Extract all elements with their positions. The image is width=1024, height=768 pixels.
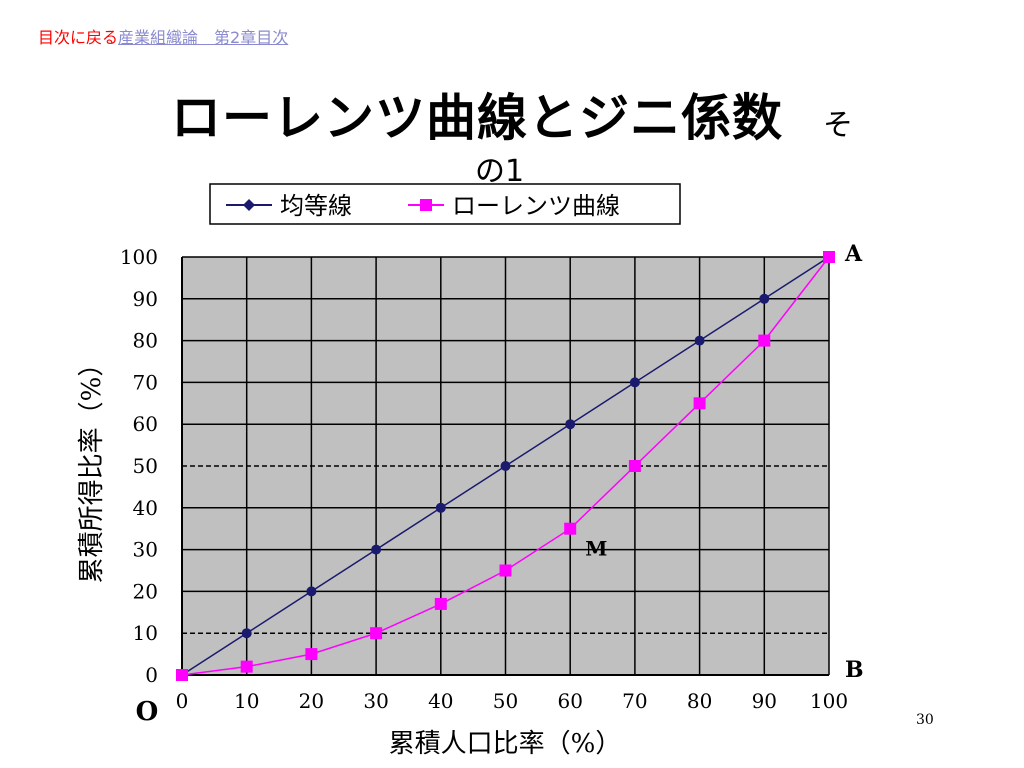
x-tick-label: 60	[557, 689, 582, 713]
x-tick-label: 10	[234, 689, 259, 713]
annotations: A B M O	[136, 241, 864, 727]
tick-labels: 0 10 20 30 40 50 60 70 80 90 100 0 10 20 30 40 50 60 70 80 9…	[120, 245, 848, 713]
lorenz-point	[240, 660, 253, 673]
x-tick-label: 90	[752, 689, 777, 713]
legend: 均等線 ローレンツ曲線	[209, 183, 681, 225]
page-title-tail: そ	[823, 108, 853, 143]
lorenz-point	[628, 460, 641, 472]
x-tick-label: 50	[493, 689, 518, 713]
y-tick-label: 30	[133, 538, 158, 562]
equality-point	[629, 377, 640, 388]
page-title: ローレンツ曲線とジニ係数 そ	[0, 78, 1024, 150]
annotation-b: B	[845, 657, 864, 683]
y-axis-label: 累積所得比率（%）	[77, 351, 107, 584]
lorenz-point	[823, 251, 835, 263]
y-tick-label: 60	[133, 412, 158, 436]
equality-point	[500, 461, 511, 471]
legend-lorenz-label: ローレンツ曲線	[452, 192, 620, 220]
equality-point	[435, 502, 446, 513]
equality-point	[759, 293, 770, 304]
legend-lorenz-marker	[420, 199, 432, 211]
x-tick-label: 30	[363, 689, 388, 713]
y-tick-label: 10	[133, 621, 158, 645]
lorenz-point	[693, 397, 706, 410]
equality-point	[565, 419, 576, 430]
y-tick-label: 40	[133, 496, 158, 520]
lorenz-point	[758, 334, 771, 347]
y-tick-label: 100	[120, 245, 158, 269]
equality-point	[306, 586, 317, 597]
equality-point	[371, 544, 382, 555]
x-tick-label: 80	[687, 689, 712, 713]
legend-equality-label: 均等線	[280, 192, 352, 220]
equality-point	[694, 335, 705, 346]
lorenz-point	[176, 669, 188, 681]
back-to-toc-link[interactable]: 目次に戻る	[38, 28, 119, 47]
nav-links: 目次に戻る産業組織論 第2章目次	[38, 24, 288, 48]
lorenz-point	[370, 627, 383, 640]
x-tick-label: 20	[299, 689, 324, 713]
lorenz-point	[564, 522, 577, 535]
legend-equality-marker	[243, 199, 255, 211]
annotation-m: M	[585, 537, 607, 561]
y-tick-label: 70	[133, 370, 158, 394]
equality-point	[241, 628, 252, 639]
y-tick-label: 50	[133, 454, 158, 478]
x-tick-label: 40	[428, 689, 453, 713]
page-number: 30	[916, 712, 934, 728]
y-tick-label: 0	[145, 663, 158, 687]
x-tick-label: 70	[622, 689, 647, 713]
chapter-toc-link[interactable]: 産業組織論 第2章目次	[118, 28, 289, 47]
x-tick-label: 0	[176, 689, 189, 713]
lorenz-point	[499, 564, 512, 577]
y-tick-label: 80	[133, 329, 158, 353]
series	[176, 251, 835, 681]
page-title-line2: の1	[475, 154, 525, 189]
annotation-o: O	[136, 697, 159, 727]
annotation-a: A	[844, 241, 863, 267]
legend-box	[209, 183, 681, 225]
y-tick-label: 90	[133, 287, 158, 311]
y-tick-label: 20	[133, 579, 158, 603]
lorenz-point	[305, 648, 318, 661]
x-tick-label: 100	[810, 689, 848, 713]
page-title-main: ローレンツ曲線とジニ係数	[171, 89, 783, 147]
lorenz-point	[434, 597, 447, 610]
x-axis-label: 累積人口比率（%）	[389, 729, 622, 759]
